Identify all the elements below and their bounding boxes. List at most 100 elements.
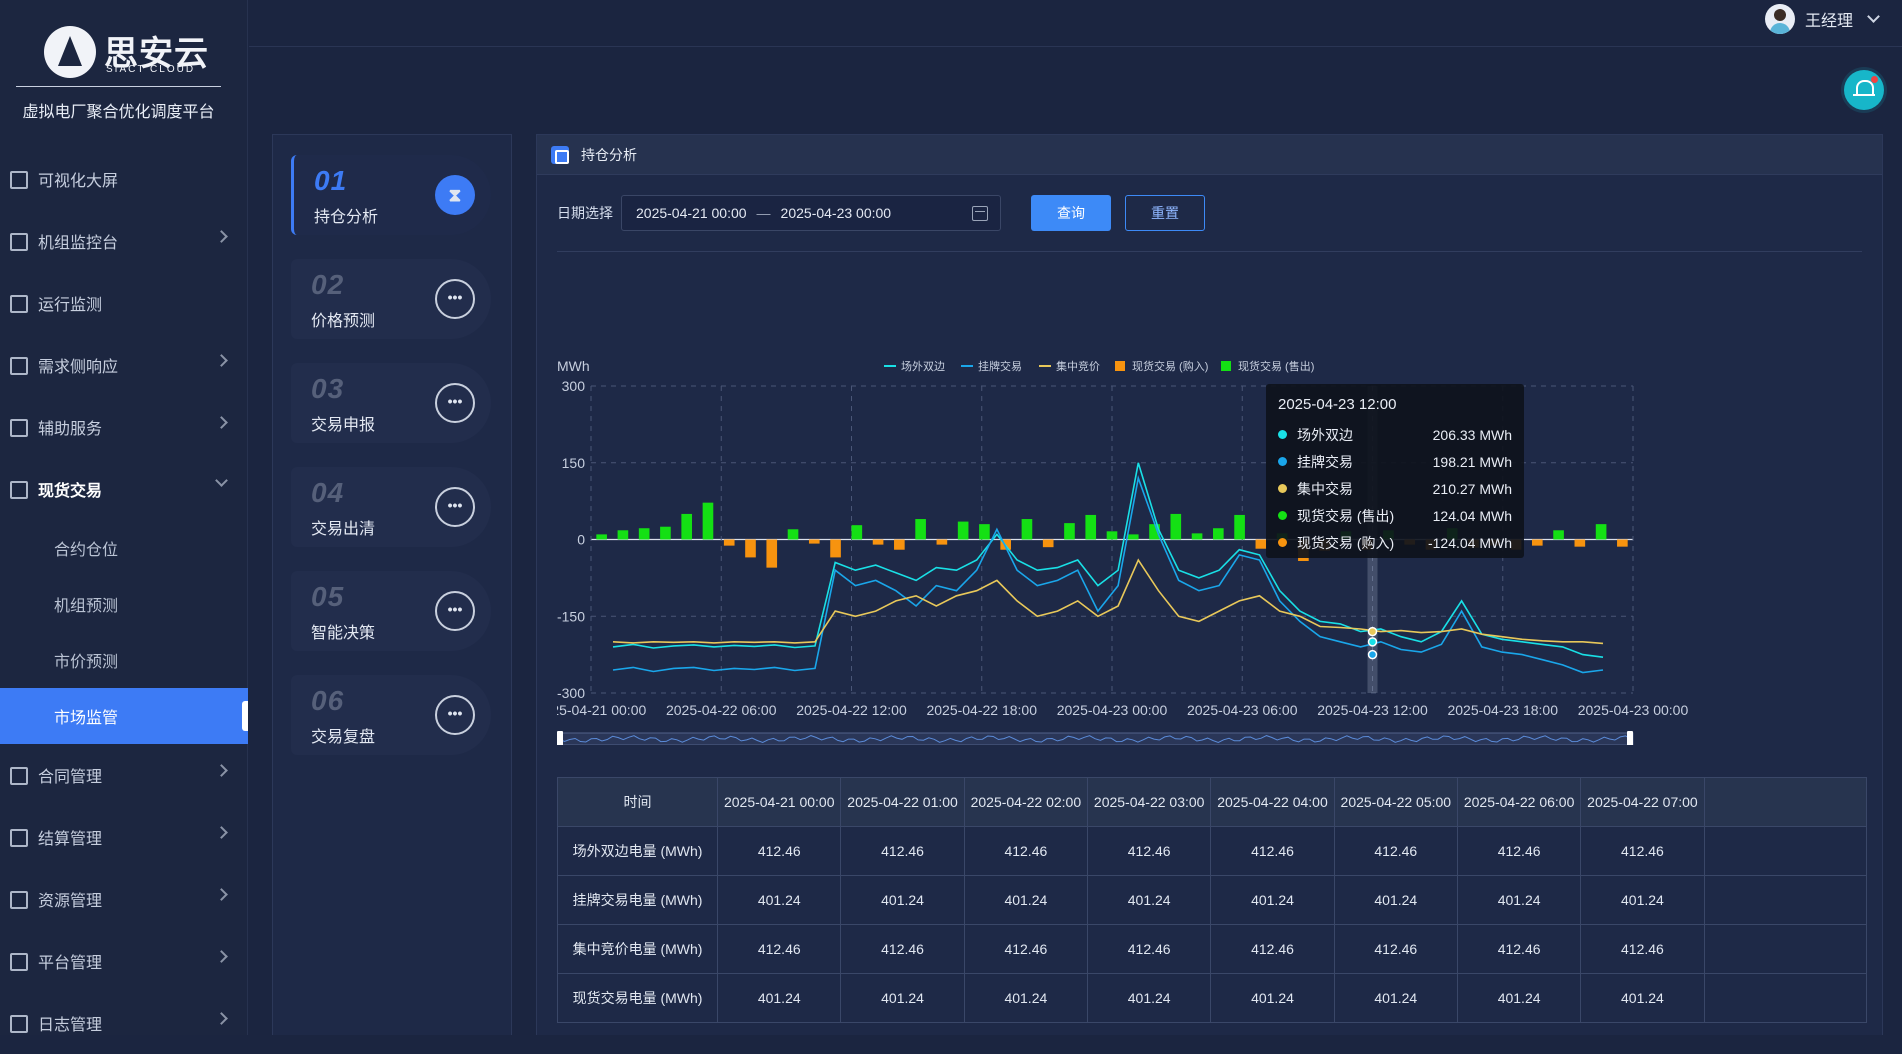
more-icon[interactable]: ••• xyxy=(435,383,475,423)
step-trade-declaration[interactable]: 03 交易申报 ••• xyxy=(291,363,491,443)
sidebar-item-platform-mgmt[interactable]: 平台管理 xyxy=(0,930,248,992)
sidebar-item-log-mgmt[interactable]: 日志管理 xyxy=(0,992,248,1054)
step-position-analysis[interactable]: 01 持仓分析 ⧗ xyxy=(291,155,491,235)
more-icon[interactable]: ••• xyxy=(435,487,475,527)
chart-bar xyxy=(702,502,714,540)
step-price-forecast[interactable]: 02 价格预测 ••• xyxy=(291,259,491,339)
chart-bar xyxy=(723,539,735,546)
logo: 思安云 SIACT CLOUD xyxy=(44,22,224,80)
sidebar-item-visual-screen[interactable]: 可视化大屏 xyxy=(0,148,248,210)
table-cell: 401.24 xyxy=(1456,875,1582,925)
date-range-picker[interactable]: 2025-04-21 00:00 — 2025-04-23 00:00 xyxy=(621,195,1001,231)
panel-icon xyxy=(551,145,569,164)
table-cell: 412.46 xyxy=(1456,924,1582,974)
sidebar-subitem-unit-forecast[interactable]: 机组预测 xyxy=(54,598,119,615)
ledger-icon xyxy=(8,479,28,499)
chart-bar xyxy=(1531,539,1543,546)
query-button[interactable]: 查询 xyxy=(1031,195,1111,231)
step-trade-clearing[interactable]: 04 交易出清 ••• xyxy=(291,467,491,547)
date-label: 日期选择 xyxy=(557,205,613,221)
more-icon[interactable]: ••• xyxy=(435,279,475,319)
avatar xyxy=(1764,4,1795,34)
sidebar-item-aux-service[interactable]: 辅助服务 xyxy=(0,396,248,458)
sidebar-subitem-contract-position[interactable]: 合约仓位 xyxy=(54,542,119,559)
sidebar-item-label: 平台管理 xyxy=(38,955,103,972)
reset-button[interactable]: 重置 xyxy=(1125,195,1205,231)
more-icon[interactable]: ••• xyxy=(435,695,475,735)
sidebar-item-spot-trading[interactable]: 现货交易 xyxy=(0,458,248,520)
monitor-icon xyxy=(8,169,28,189)
table-row: 场外双边电量 (MWh) 412.46 412.46 412.46 412.46 412.… xyxy=(556,826,1868,876)
sidebar-item-contract-mgmt[interactable]: 合同管理 xyxy=(0,744,248,806)
sidebar-item-settlement-mgmt[interactable]: 结算管理 xyxy=(0,806,248,868)
sidebar-nav: 可视化大屏 机组监控台 运行监测 需求侧响应 辅助服务 现货交易 合约仓位 机组… xyxy=(0,148,248,1054)
tooltip-series-value: 206.33 MWh xyxy=(1432,426,1512,443)
tooltip-row: 挂牌交易 198.21 MWh xyxy=(1278,448,1512,475)
chart-bar xyxy=(1255,539,1267,549)
tooltip-series-value: 210.27 MWh xyxy=(1432,480,1512,497)
table-cell: 412.46 xyxy=(963,924,1089,974)
series-line xyxy=(612,462,1604,658)
x-tick-label: 2025-04-21 00:00 xyxy=(557,702,646,718)
sidebar-subitem-market-supervision[interactable]: 市场监管 xyxy=(0,688,248,744)
date-end: 2025-04-23 00:00 xyxy=(780,205,892,221)
chart-bar xyxy=(936,539,948,545)
tooltip-row: 集中交易 210.27 MWh xyxy=(1278,475,1512,502)
chevron-right-icon xyxy=(215,416,228,429)
tooltip-time: 2025-04-23 12:00 xyxy=(1278,396,1397,413)
chart-bar xyxy=(638,528,650,540)
window-icon xyxy=(8,293,28,313)
user-menu[interactable]: 王经理 xyxy=(1764,2,1880,36)
y-axis-label: MWh xyxy=(557,358,590,374)
legend-dot-icon xyxy=(1278,511,1287,520)
sidebar-item-resource-mgmt[interactable]: 资源管理 xyxy=(0,868,248,930)
series-line xyxy=(612,558,1604,645)
sidebar-item-run-monitor[interactable]: 运行监测 xyxy=(0,272,248,334)
chevron-down-icon xyxy=(1867,9,1880,23)
table-header-cell: 2025-04-22 06:00 xyxy=(1456,777,1582,827)
table-header-row: 时间 2025-04-21 00:00 2025-04-22 01:00 202… xyxy=(556,777,1868,827)
x-tick-label: 2025-04-23 00:00 xyxy=(1578,702,1689,718)
position-table: 时间 2025-04-21 00:00 2025-04-22 01:00 202… xyxy=(556,777,1868,1023)
step-smart-decision[interactable]: 05 智能决策 ••• xyxy=(291,571,491,651)
table-row: 挂牌交易电量 (MWh) 401.24 401.24 401.24 401.24 401.… xyxy=(556,875,1868,925)
step-number: 02 xyxy=(311,269,345,300)
legend-dot-icon xyxy=(1278,457,1287,466)
chevron-right-icon xyxy=(215,354,228,367)
table-cell: 401.24 xyxy=(1456,973,1582,1023)
table-cell: 412.46 xyxy=(717,924,842,974)
chevron-right-icon xyxy=(215,1012,228,1025)
bell-icon[interactable] xyxy=(1844,70,1884,110)
brand-block: 思安云 SIACT CLOUD 虚拟电厂聚合优化调度平台 xyxy=(0,0,247,128)
hourglass-icon[interactable]: ⧗ xyxy=(435,175,475,215)
table-row-label: 集中竞价电量 (MWh) xyxy=(556,924,719,974)
platform-icon xyxy=(8,951,28,971)
hover-point xyxy=(1367,637,1378,647)
more-icon[interactable]: ••• xyxy=(435,591,475,631)
table-cell: 401.24 xyxy=(963,973,1089,1023)
table-header-cell: 时间 xyxy=(556,777,719,827)
legend-label: 现货交易 (购入) xyxy=(1132,359,1208,373)
table-cell: 412.46 xyxy=(1087,826,1212,876)
position-chart-svg: MWh 场外双边 挂牌交易 集中竞价 现货交易 (购入) 现货交易 (售出)3001500… xyxy=(557,358,1689,745)
sidebar-item-demand-response[interactable]: 需求侧响应 xyxy=(0,334,248,396)
chart-doc-icon xyxy=(8,355,28,375)
chart-bar xyxy=(1042,539,1054,548)
chart-bar xyxy=(681,513,693,540)
sidebar-item-label: 辅助服务 xyxy=(38,421,103,438)
table-cell: 401.24 xyxy=(1333,973,1458,1023)
step-label: 智能决策 xyxy=(311,625,376,642)
chart-bar xyxy=(1085,514,1097,540)
chart-bar xyxy=(1617,539,1628,547)
sidebar-subitem-price-forecast[interactable]: 市价预测 xyxy=(54,654,119,671)
tooltip-series-value: -124.04 MWh xyxy=(1427,534,1512,551)
table-cell: 401.24 xyxy=(1210,875,1335,925)
step-trade-review[interactable]: 06 交易复盘 ••• xyxy=(291,675,491,755)
table-header-cell: 2025-04-21 00:00 xyxy=(717,777,842,827)
table-cell: 401.24 xyxy=(1087,973,1212,1023)
sidebar-item-unit-console[interactable]: 机组监控台 xyxy=(0,210,248,272)
sidebar-item-label: 日志管理 xyxy=(38,1017,103,1034)
table-header-cell: 2025-04-22 02:00 xyxy=(963,777,1089,827)
table-cell-overflow xyxy=(1703,826,1868,876)
platform-subtitle: 虚拟电厂聚合优化调度平台 xyxy=(22,104,215,121)
